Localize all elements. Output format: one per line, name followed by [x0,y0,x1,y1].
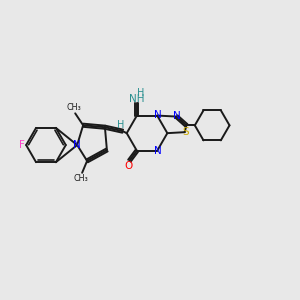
Text: CH₃: CH₃ [74,174,88,183]
Text: S: S [182,127,189,137]
Text: H: H [117,120,124,130]
Text: NH: NH [129,94,145,104]
Text: H: H [137,88,145,98]
Text: N: N [154,146,162,156]
Text: N: N [173,111,181,121]
Text: O: O [124,161,133,171]
Text: N: N [154,110,162,120]
Text: F: F [19,140,25,150]
Text: CH₃: CH₃ [67,103,82,112]
Text: N: N [73,140,81,150]
